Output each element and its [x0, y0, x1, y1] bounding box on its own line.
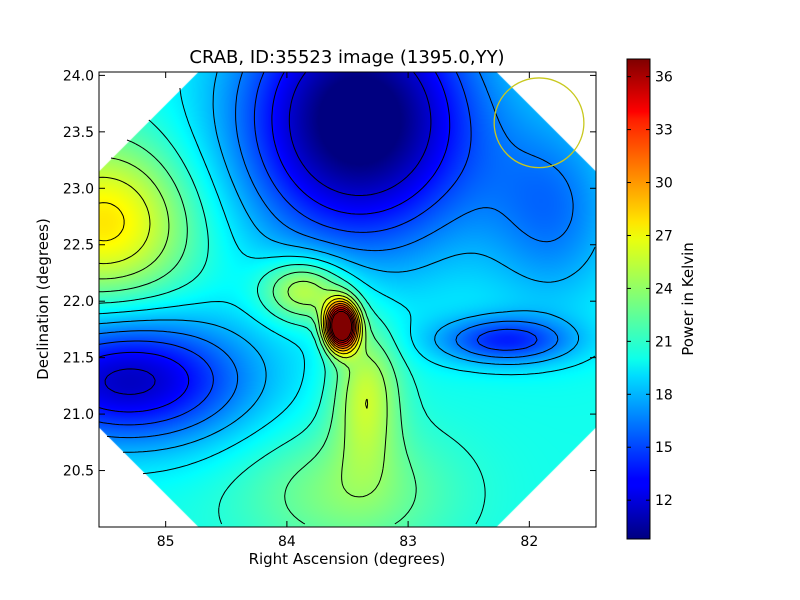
colorbar-tick-label: 15	[655, 440, 673, 456]
x-axis-title: Right Ascension (degrees)	[249, 550, 446, 568]
y-tick-label: 23.5	[63, 125, 94, 141]
contour-line	[99, 72, 596, 453]
colorbar-tick-label: 30	[655, 176, 673, 192]
x-tick-label: 82	[520, 534, 538, 550]
y-axis-title: Declination (degrees)	[34, 218, 52, 380]
contour-line	[99, 139, 417, 525]
plot-area	[98, 71, 597, 528]
colorbar-tick-label: 24	[655, 281, 673, 297]
y-tick-label: 21.5	[63, 351, 94, 367]
y-tick-label: 24.0	[63, 68, 94, 84]
colorbar-label: Power in Kelvin	[679, 242, 697, 356]
colorbar-tick-label: 21	[655, 334, 673, 350]
colorbar-tick-label: 12	[655, 493, 673, 509]
plot-frame	[98, 71, 597, 528]
colorbar-gradient	[626, 58, 651, 540]
x-axis: 85 84 83 82	[157, 72, 538, 550]
colorbar-tick-label: 33	[655, 123, 673, 139]
beam-marker-circle	[493, 77, 585, 169]
contour-line	[99, 72, 538, 426]
contour-line	[327, 305, 356, 347]
x-tick-label: 84	[278, 534, 296, 550]
x-tick-label: 83	[399, 534, 417, 550]
contour-line	[99, 157, 388, 498]
contour-line	[331, 310, 353, 342]
contour-line	[99, 72, 451, 413]
contour-line	[326, 303, 358, 349]
y-tick-label: 20.5	[63, 464, 94, 480]
contour-lines	[99, 72, 596, 525]
contour-line	[324, 300, 359, 352]
colorbar-tick-label: 18	[655, 387, 673, 403]
contour-line	[99, 176, 369, 409]
contour-line	[99, 87, 596, 475]
contour-line	[328, 307, 355, 345]
chart-title: CRAB, ID:35523 image (1395.0,YY)	[189, 47, 504, 68]
y-tick-label: 22.0	[63, 294, 94, 310]
y-tick-label: 22.5	[63, 238, 94, 254]
colorbar-ticks: 12 15 18 21 24 27 30 33 36	[627, 70, 673, 509]
x-tick-label: 85	[157, 534, 175, 550]
contour-line	[99, 202, 361, 355]
contour-line	[104, 72, 432, 395]
colorbar-tick-label: 36	[655, 70, 673, 86]
y-tick-label: 23.0	[63, 181, 94, 197]
colorbar-tick-label: 27	[655, 228, 673, 244]
contour-line	[329, 309, 354, 343]
y-tick-label: 21.0	[63, 407, 94, 423]
heatmap-image	[99, 72, 596, 527]
contour-line	[99, 72, 574, 439]
contour-line	[99, 119, 486, 525]
colorbar: 12 15 18 21 24 27 30 33 36 Power in Kelvin	[626, 58, 697, 540]
y-axis: 20.5 21.0 21.5 22.0 22.5 23.0 23.5 24.0	[63, 68, 596, 480]
